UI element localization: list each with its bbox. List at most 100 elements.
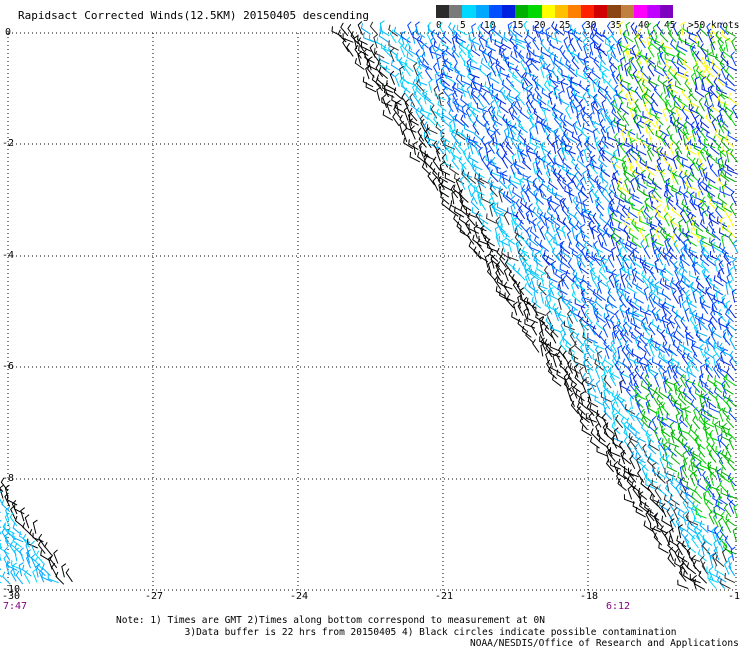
wind-barb bbox=[717, 309, 727, 323]
wind-barb bbox=[673, 506, 680, 521]
wind-barb bbox=[532, 217, 538, 233]
wind-barb bbox=[0, 543, 10, 555]
wind-barb bbox=[587, 396, 599, 408]
wind-barb bbox=[597, 140, 606, 155]
wind-barb bbox=[666, 125, 673, 140]
wind-barb bbox=[588, 321, 596, 336]
wind-barb bbox=[498, 186, 509, 199]
wind-barb bbox=[701, 561, 709, 576]
wind-barb bbox=[536, 207, 548, 219]
wind-barb bbox=[673, 239, 681, 254]
wind-barb bbox=[499, 212, 505, 227]
wind-barb bbox=[546, 207, 556, 220]
wind-barb bbox=[631, 331, 642, 343]
wind-barb bbox=[653, 427, 660, 442]
wind-barb bbox=[666, 507, 674, 522]
wind-barb bbox=[480, 225, 486, 240]
wind-barb bbox=[543, 265, 552, 280]
wind-barb bbox=[621, 204, 630, 219]
wind-barb bbox=[402, 75, 414, 86]
wind-barb bbox=[690, 358, 699, 372]
wind-barb bbox=[602, 395, 611, 410]
wind-barb bbox=[730, 149, 738, 163]
wind-barb bbox=[424, 132, 435, 142]
wind-barb bbox=[614, 279, 620, 294]
wind-barb bbox=[687, 515, 698, 526]
wind-barb bbox=[718, 342, 727, 357]
wind-barb bbox=[629, 241, 640, 254]
wind-barb bbox=[659, 500, 670, 512]
wind-barb bbox=[610, 43, 617, 58]
wind-barb bbox=[588, 112, 595, 127]
wind-barb bbox=[482, 48, 488, 64]
wind-barb bbox=[686, 235, 697, 247]
wind-barb bbox=[639, 226, 646, 241]
wind-barb bbox=[673, 260, 679, 275]
wind-barb bbox=[592, 288, 603, 302]
wind-barb bbox=[649, 33, 660, 44]
wind-barb bbox=[722, 346, 733, 358]
wind-barb bbox=[551, 66, 560, 80]
wind-barb bbox=[565, 145, 576, 155]
wind-barb bbox=[627, 206, 638, 219]
wind-barb bbox=[654, 372, 660, 388]
wind-barb bbox=[733, 503, 739, 518]
wind-barb bbox=[496, 247, 506, 261]
wind-barb bbox=[501, 248, 511, 260]
wind-barb bbox=[677, 521, 689, 533]
wind-barb bbox=[664, 447, 670, 462]
wind-barb bbox=[489, 51, 500, 63]
wind-barb bbox=[461, 169, 470, 183]
wind-barb bbox=[452, 24, 461, 38]
wind-barb bbox=[470, 102, 481, 113]
wind-barb bbox=[712, 135, 722, 149]
wind-barb bbox=[536, 93, 547, 106]
wind-barb bbox=[623, 436, 632, 451]
wind-barb bbox=[592, 78, 598, 93]
wind-barb bbox=[659, 29, 669, 43]
wind-barb bbox=[649, 221, 660, 233]
wind-barb bbox=[646, 473, 658, 484]
wind-barb bbox=[669, 116, 680, 129]
wind-barb bbox=[712, 552, 718, 567]
wind-barb bbox=[641, 415, 650, 429]
wind-barb bbox=[459, 196, 467, 211]
wind-barb bbox=[682, 228, 694, 238]
wind-barb bbox=[681, 87, 690, 102]
wind-barb bbox=[340, 22, 349, 37]
wind-barb bbox=[438, 181, 444, 196]
wind-barb bbox=[562, 122, 574, 134]
wind-barb bbox=[534, 192, 544, 205]
wind-barb bbox=[632, 256, 643, 269]
wind-barb bbox=[628, 90, 637, 105]
wind-barb bbox=[617, 63, 623, 78]
wind-barb bbox=[624, 62, 630, 77]
wind-barb bbox=[648, 439, 660, 452]
wind-barb bbox=[592, 354, 604, 365]
wind-barb bbox=[590, 100, 596, 115]
wind-barb bbox=[695, 509, 707, 519]
wind-barb bbox=[625, 307, 631, 322]
wind-barb bbox=[533, 188, 539, 203]
wind-barb bbox=[563, 114, 574, 127]
wind-barb bbox=[618, 198, 629, 211]
wind-barb bbox=[677, 126, 683, 141]
wind-barb bbox=[620, 273, 626, 288]
wind-barb bbox=[683, 238, 689, 253]
wind-barb bbox=[637, 340, 647, 353]
wind-barb bbox=[538, 29, 543, 44]
wind-barb bbox=[688, 246, 699, 259]
wind-barb bbox=[595, 379, 601, 395]
wind-barb bbox=[468, 241, 478, 254]
wind-barb bbox=[566, 85, 572, 100]
wind-barb bbox=[572, 384, 578, 399]
wind-barb bbox=[694, 435, 701, 450]
wind-barb bbox=[686, 352, 696, 366]
wind-barb bbox=[487, 260, 493, 275]
wind-barb bbox=[571, 56, 580, 70]
wind-barb bbox=[625, 386, 634, 400]
wind-barb bbox=[601, 359, 609, 374]
wind-barb bbox=[655, 164, 667, 175]
wind-barb bbox=[676, 121, 685, 135]
wind-barb bbox=[487, 84, 494, 99]
